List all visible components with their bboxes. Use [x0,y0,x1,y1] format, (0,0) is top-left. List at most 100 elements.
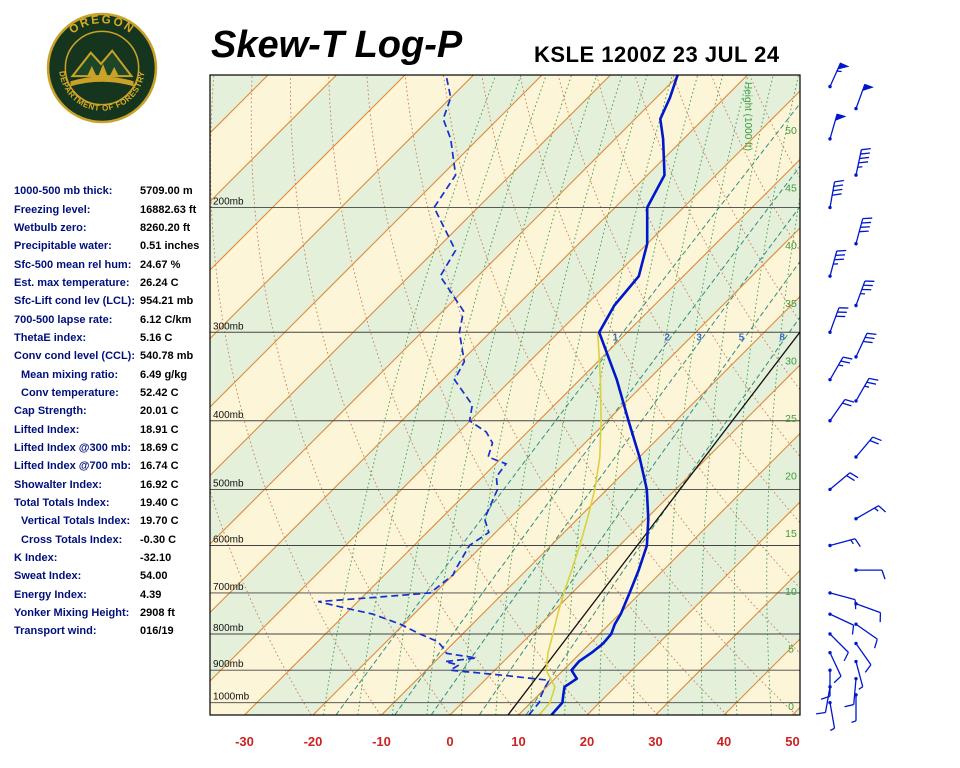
isotherm-line [586,501,800,715]
isotherm-line [210,75,543,408]
index-row: Mean mixing ratio: 6.49 g/kg [14,365,212,383]
isotherm-line [861,75,960,715]
isotherm-line [655,569,800,715]
index-row: Total Totals Index: 19.40 C [14,494,212,512]
index-row: Freezing level: 16882.63 ft [14,200,212,218]
index-label: Conv temperature: [21,386,119,399]
index-value: 016/19 [140,625,174,638]
isotherm-line [210,75,406,271]
index-value: 20.01 C [140,405,179,418]
wind-barb [854,280,875,308]
wind-barb [828,356,853,382]
wind-barb [854,332,877,359]
index-value: 5.16 C [140,331,173,344]
index-value: 24.67 % [140,258,181,271]
index-label: 1000-500 mb thick: [14,185,113,198]
mixing-ratio-label: 8 [779,332,785,343]
index-value: 19.40 C [140,497,179,510]
wind-barb [828,249,847,278]
isotherm-line [210,90,800,682]
height-tick-label: 40 [785,240,797,252]
indices-panel: 1000-500 mb thick: 5709.00 m Freezing leve… [14,182,212,641]
index-value: 16.74 C [140,460,179,473]
index-label: Precipitable water: [14,240,112,253]
wind-barb [854,83,875,111]
mixing-ratio-label: 5 [739,332,745,343]
mixing-ratio-label: 3 [696,332,702,343]
index-value: 52.42 C [140,386,179,399]
index-value: -0.30 C [140,533,177,546]
height-axis-label: Height (1000 ft) [742,82,753,151]
mixing-ratio-line [335,102,800,715]
moist-adiabat-line [598,75,699,715]
page-title: Skew-T Log-P [211,24,463,66]
index-value: 16882.63 ft [140,203,197,216]
index-label: 700-500 lapse rate: [14,313,113,326]
index-value: 26.24 C [140,276,179,289]
mixing-ratio-label: 1 [613,332,619,343]
wind-barb [828,650,842,684]
height-tick-label: 0 [788,701,794,713]
wind-barb [828,113,847,141]
index-label: Lifted Index: [14,423,80,436]
index-label: K Index: [14,552,58,565]
wind-barb [844,676,858,708]
moist-adiabat-line [667,75,749,715]
pressure-label: 800mb [213,623,244,634]
odf-logo-image: OREGON DEPARTMENT OF FORESTRY [46,12,158,124]
moist-adiabat-line [564,75,673,715]
index-row: Conv cond level (CCL): 540.78 mb [14,347,212,365]
moist-adiabat-line [633,75,724,715]
wind-barb [828,398,855,423]
logo-inner-ring [64,30,140,106]
isotherm-line [210,75,474,340]
index-value: -32.10 [140,552,172,565]
dry-adiabat-line [328,75,589,715]
moist-adiabat-line [495,75,623,715]
chart-plot-area: 200mb 300mb 400mb 500mb 600mb 700mb 800mb 900mb… [210,75,960,715]
wind-barb [854,505,887,521]
index-value: 19.70 C [140,515,179,528]
height-tick-label: 25 [785,413,797,425]
index-label: Lifted Index @700 mb: [14,460,132,473]
index-row: Wetbulb zero: 8260.20 ft [14,219,212,237]
wind-barb [828,307,849,334]
wind-barb [854,436,882,459]
wind-barb [820,668,832,700]
mixing-ratio-line [430,205,800,715]
wind-barb [828,591,857,610]
isotherm-line [210,75,611,477]
index-value: 18.69 C [140,441,179,454]
wind-barb [828,612,855,635]
index-row: 700-500 lapse rate: 6.12 C/km [14,310,212,328]
wind-barb [828,632,849,662]
wind-barb [854,147,871,177]
wind-barb [854,217,873,246]
index-row: Showalter Index: 16.92 C [14,476,212,494]
index-row: Transport wind: 016/19 [14,622,212,640]
index-label: Wetbulb zero: [14,221,87,234]
temperature-axis-label: 50 [785,734,799,749]
temperature-axis-label: -10 [372,734,391,749]
index-row: Lifted Index @300 mb: 18.69 C [14,439,212,457]
index-value: 0.51 inches [140,240,200,253]
moist-adiabat-line [733,75,799,715]
index-label: Est. max temperature: [14,276,130,289]
index-label: Showalter Index: [14,478,103,491]
temperature-axis-label: -30 [235,734,254,749]
isotherm-line [381,295,800,715]
isotherm-line [210,75,748,614]
height-tick-label: 10 [785,586,797,598]
pressure-label: 200mb [213,197,244,208]
moist-adiabat-line [700,75,774,715]
index-label: Lifted Index @300 mb: [14,441,132,454]
index-row: K Index: -32.10 [14,549,212,567]
index-label: Cross Totals Index: [21,533,123,546]
wind-barb [854,377,879,403]
index-label: Cap Strength: [14,405,87,418]
pressure-label: 500mb [213,478,244,489]
wind-barb [828,62,850,89]
index-label: Freezing level: [14,203,91,216]
